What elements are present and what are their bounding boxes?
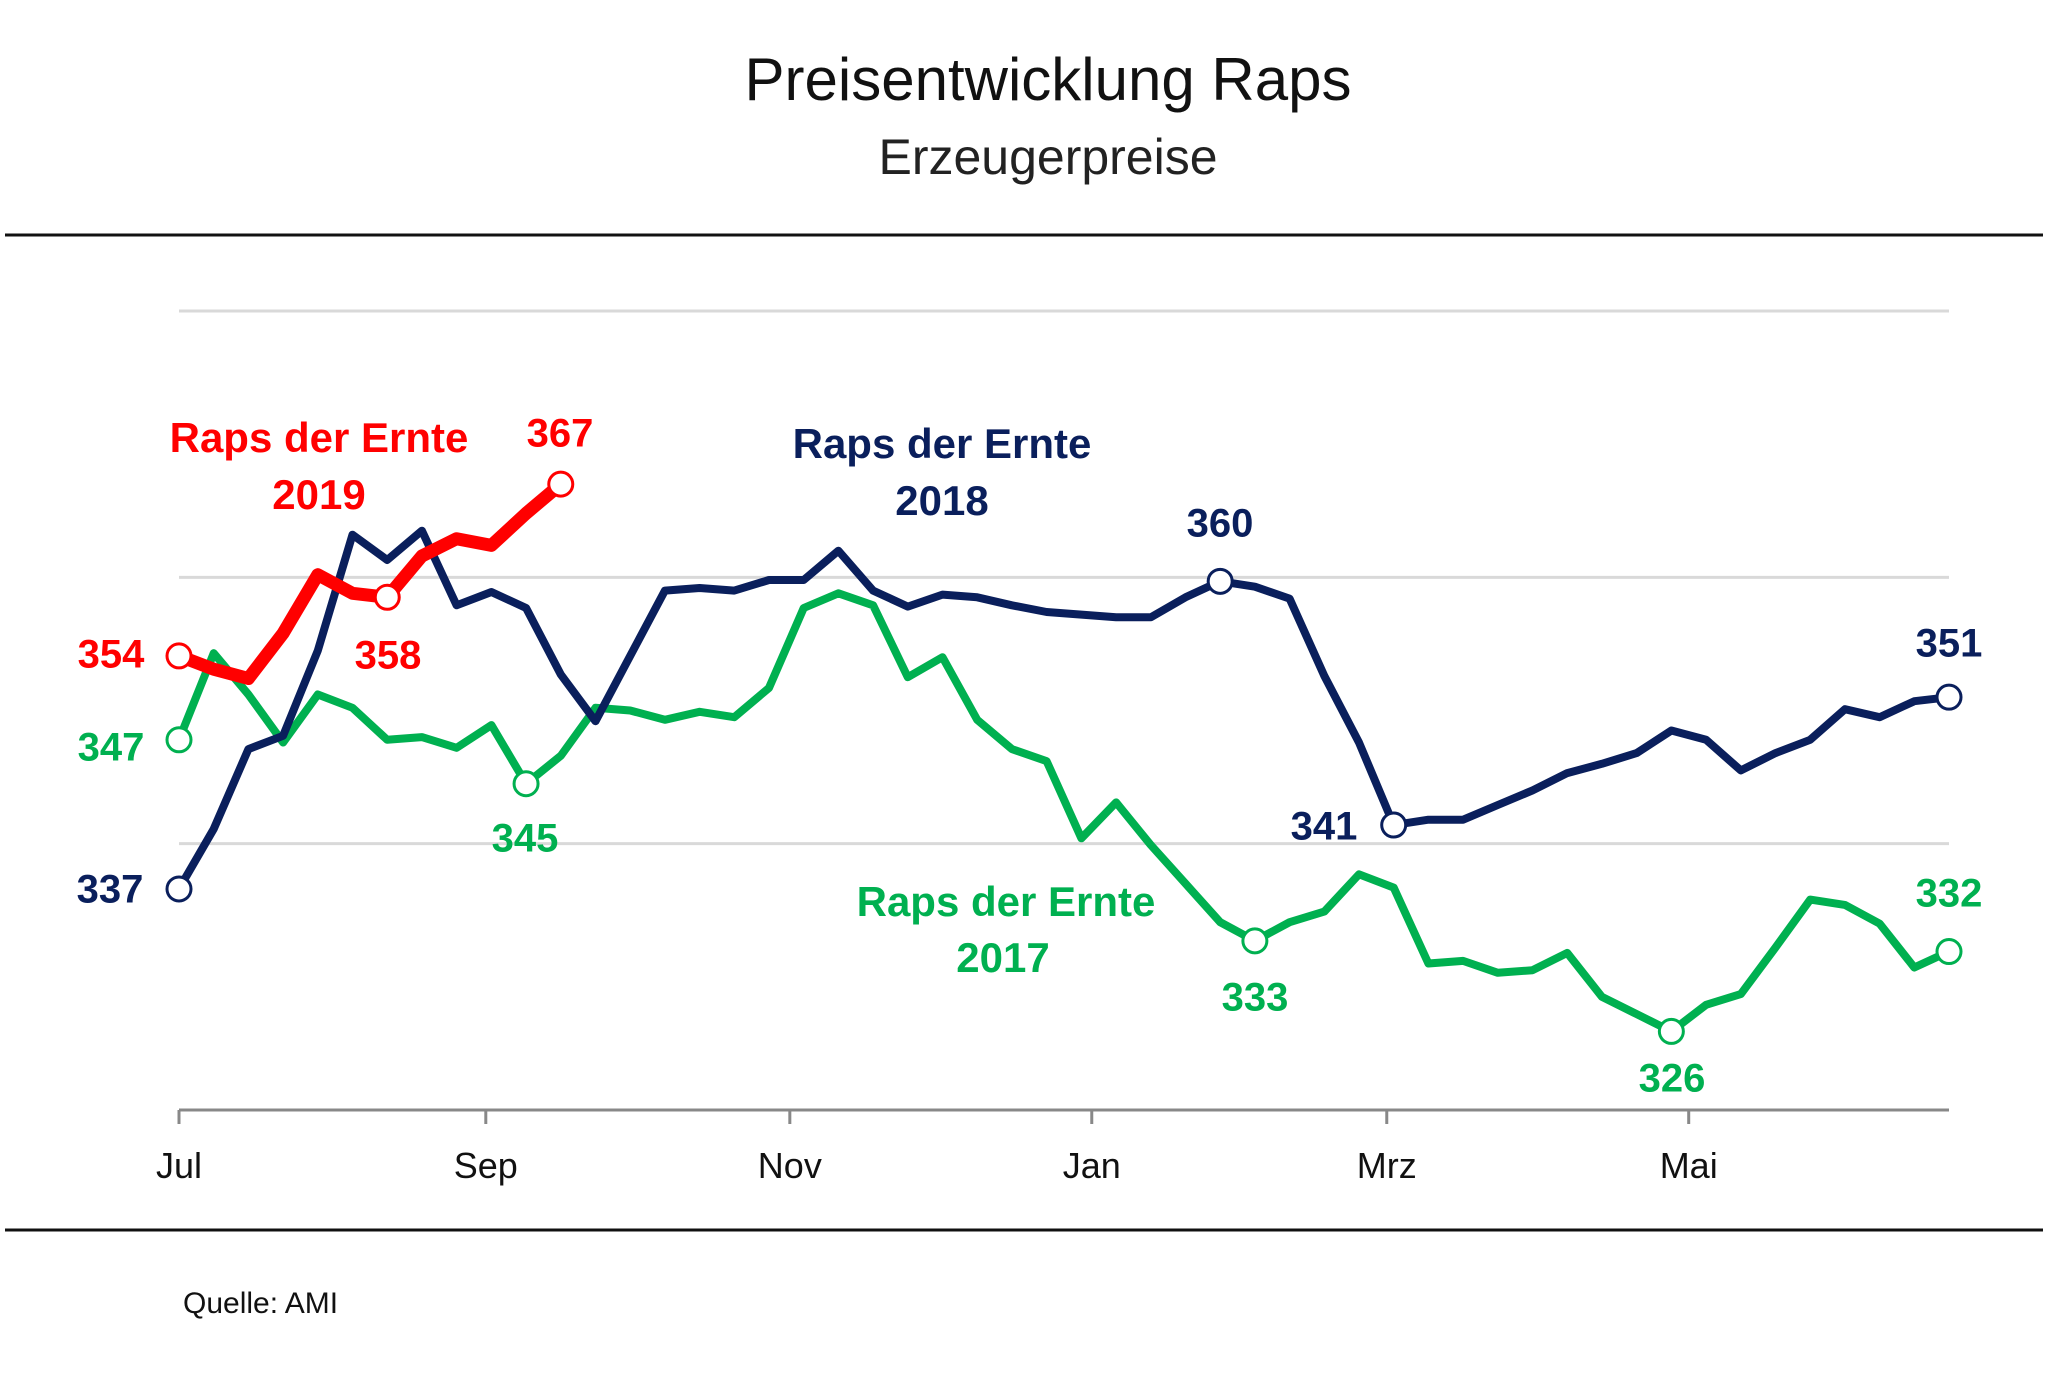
legend-year: 2017: [956, 934, 1049, 981]
point-marker: [1241, 927, 1269, 955]
data-label: 367: [527, 412, 594, 456]
series-lines: [172, 477, 1953, 1036]
point-marker: [1380, 811, 1408, 839]
data-label: 354: [78, 633, 145, 677]
data-label: 337: [77, 868, 144, 912]
point-marker: [373, 583, 401, 611]
x-tick-label: Mai: [1660, 1145, 1718, 1186]
data-label: 333: [1222, 976, 1289, 1020]
point-marker: [165, 642, 193, 670]
data-label: 326: [1639, 1057, 1706, 1101]
point-marker: [1657, 1017, 1685, 1045]
source-note: Quelle: AMI: [183, 1287, 338, 1320]
point-marker: [165, 726, 193, 754]
series-line-2017: [175, 589, 1953, 1036]
data-label: 345: [492, 817, 559, 861]
point-marker: [1935, 683, 1963, 711]
chart-subtitle: Erzeugerpreise: [878, 129, 1217, 185]
point-marker: [1935, 938, 1963, 966]
legend-label: Raps der Ernte: [793, 420, 1092, 467]
legend-year: 2019: [272, 471, 365, 518]
x-axis: Jul Sep Nov Jan Mrz Mai: [156, 1108, 1949, 1186]
data-label: 358: [355, 634, 422, 678]
x-tick-label: Jul: [156, 1145, 202, 1186]
data-label: 332: [1916, 872, 1983, 916]
legend-year: 2018: [895, 477, 988, 524]
x-tick-label: Mrz: [1357, 1145, 1417, 1186]
data-label: 341: [1291, 805, 1358, 849]
data-label: 351: [1916, 622, 1983, 666]
point-marker: [1206, 567, 1234, 595]
x-tick-label: Sep: [454, 1145, 518, 1186]
gridlines: [179, 309, 1949, 846]
chart-title: Preisentwicklung Raps: [745, 46, 1352, 113]
series-legends: Raps der Ernte 2017 Raps der Ernte 2018 Raps…: [170, 414, 1156, 981]
point-marker: [547, 470, 575, 498]
legend-label: Raps der Ernte: [857, 878, 1156, 925]
data-label: 347: [78, 726, 145, 770]
data-label: 360: [1187, 502, 1254, 546]
data-labels: 347 345 333 326 332 337 360 341 351 354 358 367: [77, 412, 1983, 1101]
series-line-2018: [175, 526, 1953, 893]
series-line-2019: [172, 477, 568, 685]
x-tick-label: Jan: [1063, 1145, 1121, 1186]
point-marker: [512, 770, 540, 798]
point-marker: [165, 875, 193, 903]
x-tick-label: Nov: [758, 1145, 822, 1186]
legend-label: Raps der Ernte: [170, 414, 469, 461]
